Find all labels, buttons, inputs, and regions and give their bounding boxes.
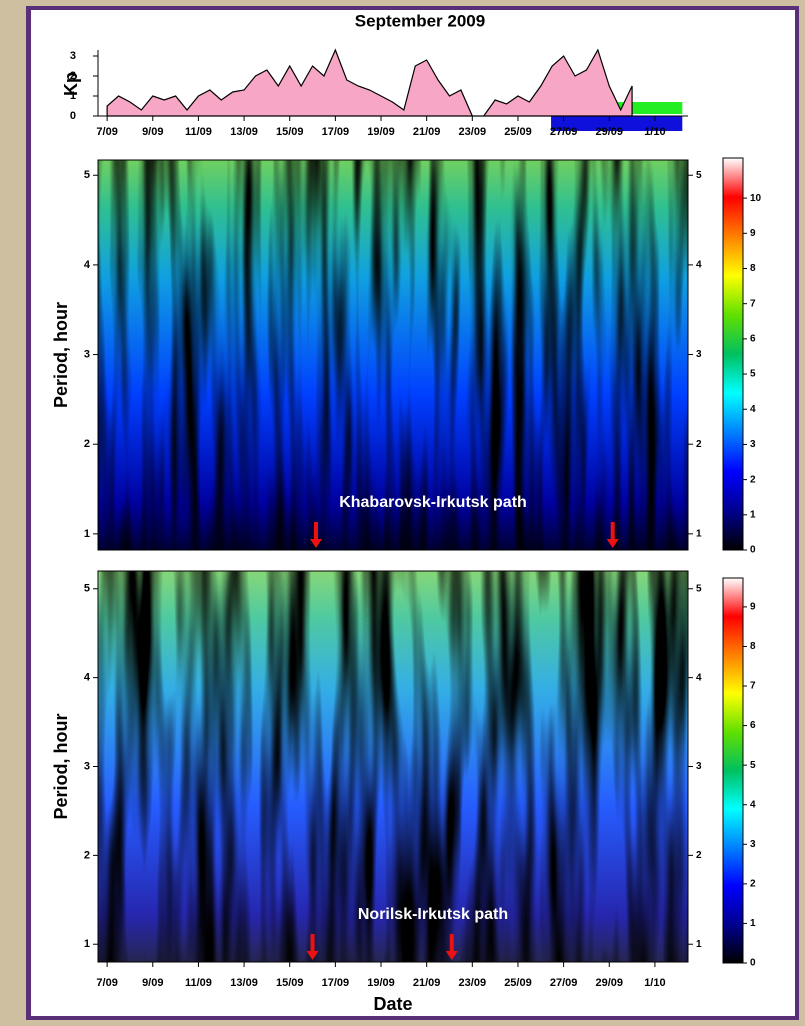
y-tick-label: 5	[84, 169, 90, 181]
colorbar-tick-label: 9	[750, 228, 756, 239]
spectrogram	[98, 160, 688, 550]
x-tick-label: 23/09	[459, 126, 487, 138]
kp-area	[106, 48, 633, 117]
x-tick-label: 1/10	[644, 126, 665, 138]
x-tick-label: 19/09	[367, 126, 395, 138]
colorbar-tick-label: 5	[750, 369, 756, 380]
x-axis-label: Date	[373, 994, 412, 1014]
colorbar-tick-label: 6	[750, 720, 756, 731]
spectrogram	[98, 571, 688, 962]
colorbar-tick-label: 4	[750, 799, 756, 810]
annotation: Khabarovsk-Irkutsk path	[339, 494, 527, 511]
arrow	[445, 934, 458, 960]
x-tick-label: 11/09	[185, 977, 212, 989]
arrow	[606, 522, 619, 548]
y-tick-label: 1	[84, 528, 90, 540]
x-tick-label: 13/09	[230, 126, 258, 138]
y-tick-label: 1	[70, 90, 76, 102]
interval-bar	[551, 116, 683, 131]
x-tick-label: 13/09	[230, 977, 258, 989]
x-tick-label: 27/09	[550, 977, 578, 989]
y-tick-label: 2	[696, 850, 702, 861]
y-axis-label: Period, hour	[51, 302, 71, 408]
x-tick-label: 25/09	[504, 977, 532, 989]
colorbar-tick-label: 3	[750, 439, 756, 450]
arrow	[309, 522, 322, 548]
y-tick-label: 2	[84, 438, 90, 450]
y-tick-label: 3	[84, 348, 90, 360]
colorbar-tick-label: 10	[750, 193, 762, 204]
x-tick-label: 9/09	[142, 977, 163, 989]
arrow	[306, 934, 319, 960]
y-tick-label: 3	[70, 50, 76, 62]
chart-title: September 2009	[355, 11, 485, 30]
spectrum-texture	[98, 160, 688, 550]
x-tick-label: 29/09	[595, 126, 623, 138]
x-tick-label: 11/09	[185, 126, 212, 138]
colorbar-tick-label: 1	[750, 918, 756, 929]
colorbar-tick-label: 2	[750, 474, 756, 485]
y-tick-label: 3	[84, 760, 90, 772]
y-tick-label: 5	[84, 583, 90, 595]
colorbar-tick-label: 3	[750, 839, 756, 850]
x-tick-label: 23/09	[459, 977, 487, 989]
x-tick-label: 7/09	[96, 126, 117, 138]
colorbar-tick-label: 0	[750, 958, 756, 969]
y-tick-label: 1	[696, 939, 702, 950]
colorbar	[722, 577, 744, 964]
y-tick-label: 4	[696, 672, 702, 683]
x-tick-label: 7/09	[96, 977, 117, 989]
x-tick-label: 15/09	[276, 126, 304, 138]
y-tick-label: 2	[696, 439, 702, 450]
x-tick-label: 15/09	[276, 977, 304, 989]
y-tick-label: 3	[696, 349, 702, 360]
y-tick-label: 5	[696, 170, 702, 181]
colorbar-tick-label: 6	[750, 334, 756, 345]
y-tick-label: 2	[70, 70, 76, 82]
y-tick-label: 0	[70, 110, 76, 122]
annotation: Norilsk-Irkutsk path	[358, 906, 508, 923]
colorbar-tick-label: 0	[750, 545, 756, 556]
colorbar-tick-label: 8	[750, 263, 756, 274]
x-tick-label: 29/09	[595, 977, 623, 989]
x-tick-label: 1/10	[644, 977, 665, 989]
colorbar-tick-label: 1	[750, 509, 756, 520]
y-tick-label: 5	[696, 583, 702, 594]
x-tick-label: 21/09	[413, 126, 441, 138]
y-tick-label: 3	[696, 761, 702, 772]
x-tick-label: 27/09	[550, 126, 578, 138]
x-tick-label: 17/09	[322, 126, 350, 138]
colorbar-tick-label: 9	[750, 602, 756, 613]
y-tick-label: 4	[84, 259, 91, 271]
colorbar-tick-label: 7	[750, 681, 756, 692]
y-tick-label: 2	[84, 849, 90, 861]
x-tick-label: 25/09	[504, 126, 532, 138]
colorbar-tick-label: 5	[750, 760, 756, 771]
colorbar-tick-label: 8	[750, 641, 756, 652]
colorbar-tick-label: 7	[750, 298, 756, 309]
x-tick-label: 9/09	[142, 126, 163, 138]
y-tick-label: 1	[84, 938, 90, 950]
y-axis-label: Period, hour	[51, 713, 71, 819]
colorbar-tick-label: 2	[750, 879, 756, 890]
y-tick-label: 4	[696, 260, 702, 271]
colorbar	[722, 157, 744, 551]
y-tick-label: 4	[84, 672, 91, 684]
x-tick-label: 19/09	[367, 977, 395, 989]
colorbar-tick-label: 4	[750, 404, 756, 415]
x-tick-label: 21/09	[413, 977, 441, 989]
spectrum-texture	[98, 571, 688, 962]
y-axis-label: Kp	[61, 72, 81, 96]
x-tick-label: 17/09	[322, 977, 350, 989]
y-tick-label: 1	[696, 529, 702, 540]
